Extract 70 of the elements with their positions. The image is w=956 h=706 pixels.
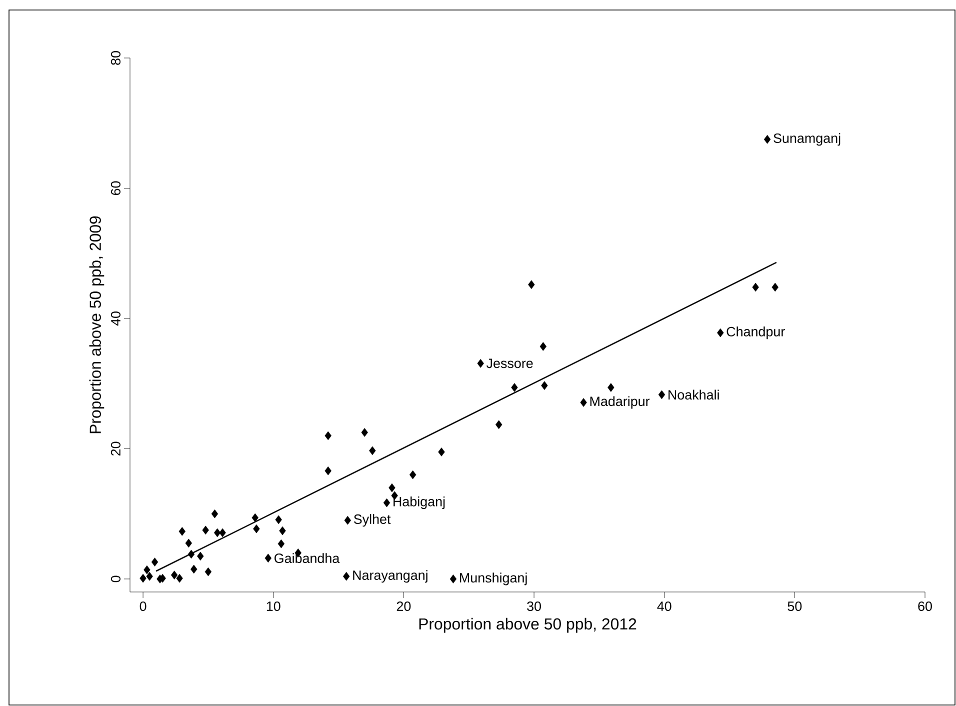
point	[252, 513, 258, 522]
y-tick-label: 80	[110, 51, 120, 65]
point	[279, 526, 286, 536]
point	[140, 574, 146, 583]
point	[383, 498, 390, 508]
point	[528, 280, 535, 290]
point	[178, 527, 186, 536]
point	[170, 570, 178, 580]
annotation: Sylhet	[354, 514, 391, 527]
point	[197, 552, 204, 561]
point	[369, 446, 376, 456]
point	[343, 572, 350, 581]
point	[190, 564, 198, 574]
point	[188, 550, 195, 559]
point	[264, 554, 272, 563]
x-tick-label: 40	[657, 602, 672, 612]
point	[275, 515, 282, 524]
point	[409, 470, 416, 480]
y-tick-label: 60	[110, 181, 120, 196]
point	[752, 282, 759, 292]
point	[540, 342, 546, 351]
point	[151, 558, 158, 566]
point	[324, 431, 332, 440]
x-tick-label: 50	[788, 602, 802, 612]
annotation: Chandpur	[726, 326, 785, 340]
y-tick-label: 40	[110, 312, 120, 326]
annotation: Sunamganj	[774, 133, 840, 146]
point	[772, 282, 778, 292]
point	[717, 328, 724, 338]
annotation: Jessore	[486, 358, 533, 368]
point	[214, 528, 221, 538]
point	[219, 528, 226, 538]
point	[658, 390, 666, 400]
point	[146, 572, 153, 581]
point	[211, 509, 218, 518]
point	[438, 448, 445, 456]
point	[202, 526, 209, 535]
x-tick-label: 30	[527, 602, 541, 612]
point	[185, 538, 192, 548]
point	[278, 539, 285, 548]
x-tick-label: 0	[140, 602, 146, 612]
point	[176, 574, 183, 583]
x-tick-label: 60	[918, 602, 932, 612]
annotation: Gaibandha	[274, 553, 340, 564]
point	[541, 381, 548, 390]
y-tick-label: 20	[110, 442, 120, 456]
annotation: Noakhali	[668, 390, 719, 400]
point	[388, 483, 396, 492]
y-axis-title: Proportion above 50 ppb, 2009	[89, 216, 104, 434]
point	[361, 428, 368, 437]
annotation: Habiganj	[394, 496, 445, 510]
point	[764, 134, 771, 144]
point	[204, 567, 212, 576]
x-tick-label: 20	[396, 602, 411, 612]
x-axis-title: Proportion above 50 ppb, 2012	[419, 618, 636, 633]
point	[344, 516, 352, 525]
y-tick-label: 0	[110, 576, 120, 582]
annotation: Munshiganj	[460, 572, 527, 586]
annotation: Madaripur	[590, 396, 650, 409]
point	[253, 524, 260, 534]
x-tick-label: 10	[266, 602, 280, 612]
point	[144, 565, 150, 574]
point	[495, 420, 502, 430]
point	[580, 398, 587, 407]
point	[450, 574, 457, 584]
point	[477, 359, 484, 368]
point	[324, 466, 332, 476]
point	[608, 383, 614, 392]
annotation: Narayanganj	[353, 570, 428, 583]
point	[511, 383, 518, 392]
